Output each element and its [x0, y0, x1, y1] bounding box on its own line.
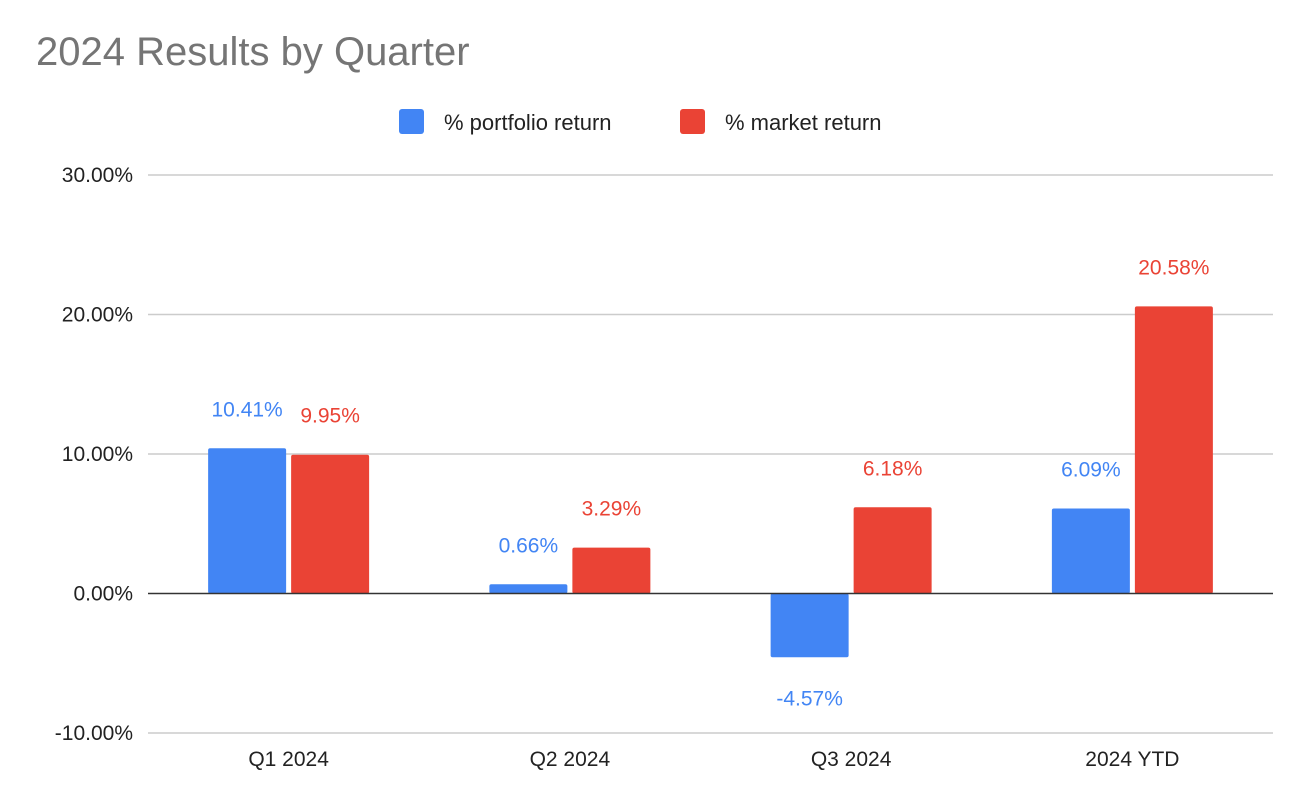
bar-market: [572, 547, 651, 594]
grid-lines: [148, 174, 1273, 734]
x-tick-label: Q1 2024: [248, 748, 329, 771]
data-label: 3.29%: [582, 498, 642, 521]
data-label: 6.18%: [863, 457, 923, 480]
legend-label: % market return: [725, 110, 882, 135]
data-label: 20.58%: [1138, 256, 1209, 279]
bar-portfolio: [770, 593, 849, 658]
bars: [208, 306, 1213, 658]
x-tick-label: 2024 YTD: [1085, 748, 1179, 771]
y-axis-ticks: 30.00% 20.00% 10.00% 0.00% -10.00%: [55, 164, 133, 745]
data-label: 10.41%: [212, 398, 283, 421]
bar-market: [1134, 306, 1213, 594]
data-label: 9.95%: [300, 405, 360, 428]
data-label: 0.66%: [499, 534, 559, 557]
y-tick-label: -10.00%: [55, 722, 133, 745]
y-tick-label: 20.00%: [62, 304, 133, 327]
bar-market: [853, 507, 932, 594]
y-tick-label: 0.00%: [73, 583, 133, 606]
x-axis-ticks: Q1 2024 Q2 2024 Q3 2024 2024 YTD: [248, 748, 1179, 771]
bar-portfolio: [489, 584, 568, 594]
chart-title: 2024 Results by Quarter: [36, 30, 470, 74]
legend-swatch-market: [680, 109, 705, 134]
data-label: -4.57%: [776, 687, 843, 710]
data-label: 6.09%: [1061, 459, 1121, 482]
legend-swatch-portfolio: [399, 109, 424, 134]
y-tick-label: 10.00%: [62, 443, 133, 466]
bar-portfolio: [208, 448, 287, 594]
legend-label: % portfolio return: [444, 110, 612, 135]
bar-market: [291, 454, 370, 594]
x-tick-label: Q3 2024: [811, 748, 892, 771]
data-labels: 10.41% 9.95% 0.66% 3.29% -4.57% 6.18% 6.09% 20.…: [212, 256, 1210, 710]
bar-portfolio: [1051, 508, 1130, 594]
x-tick-label: Q2 2024: [530, 748, 611, 771]
legend: % portfolio return % market return: [399, 109, 882, 135]
y-tick-label: 30.00%: [62, 164, 133, 187]
